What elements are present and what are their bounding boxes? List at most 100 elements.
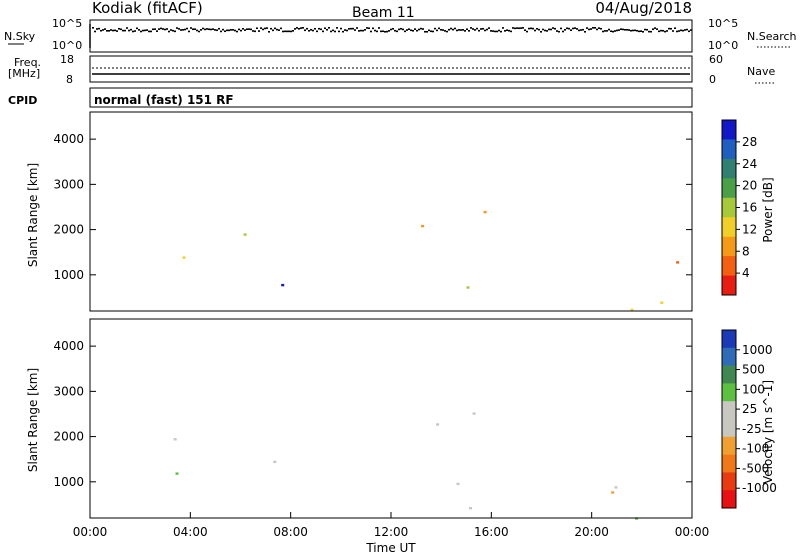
nsky-sample	[680, 29, 682, 32]
nsky-sample	[682, 29, 684, 32]
nsky-sample	[586, 27, 588, 29]
colorbar-tick-label: 28	[742, 135, 757, 149]
nsky-sample	[566, 27, 568, 30]
nsky-sample	[528, 27, 530, 30]
nsky-sample	[676, 30, 678, 33]
nsky-sample	[128, 29, 130, 32]
nsky-sample	[450, 27, 452, 30]
nsky-sample	[172, 29, 174, 32]
nsky-sample	[624, 28, 626, 31]
nsky-sample	[590, 28, 592, 30]
x-tick-label: 12:00	[374, 525, 409, 539]
nsky-sample	[292, 30, 294, 32]
nsky-sample	[602, 30, 604, 33]
nsky-sample	[548, 28, 550, 31]
nsky-sample	[656, 28, 658, 30]
nsky-sample	[524, 29, 526, 32]
nsky-sample	[468, 30, 470, 32]
colorbar-segment	[722, 436, 736, 456]
nsky-sample	[386, 30, 388, 33]
data-cell	[611, 491, 615, 494]
colorbar-tick-label: 16	[742, 201, 757, 215]
nsky-sample	[488, 27, 490, 29]
nsearch-label: N.Search	[747, 30, 797, 43]
nsky-sample	[618, 29, 620, 31]
nsky-sample	[184, 28, 186, 31]
nsky-sample	[376, 30, 378, 33]
colorbar-segment	[722, 472, 736, 491]
nsky-sample	[594, 27, 596, 29]
nsky-sample	[356, 27, 358, 29]
nsky-sample	[354, 29, 356, 31]
nsky-sample	[478, 29, 480, 32]
nsky-sample	[324, 27, 326, 30]
nsearch-tick-top: 10^5	[708, 17, 738, 30]
nsky-sample	[670, 27, 672, 30]
data-cell	[273, 460, 277, 464]
nsky-sample	[316, 30, 318, 33]
nsky-sample	[182, 29, 184, 31]
nsky-sample	[230, 29, 232, 31]
colorbar-tick-label: 25	[742, 402, 757, 416]
nsky-sample	[126, 27, 128, 29]
nsky-sample	[104, 28, 106, 30]
date-title: 04/Aug/2018	[595, 0, 692, 17]
nsky-sample	[168, 30, 170, 33]
nsky-sample	[314, 27, 316, 30]
nsky-sample	[180, 29, 182, 31]
x-axis-label: Time UT	[365, 541, 416, 554]
nsky-sample	[684, 29, 686, 31]
nsky-sample	[398, 28, 400, 31]
colorbar-segment	[722, 419, 736, 438]
freq-tick-top: 18	[60, 53, 74, 66]
nsky-sample	[218, 27, 220, 30]
nsky-sample	[108, 30, 110, 32]
nsky-sample	[644, 28, 646, 31]
nsky-sample	[328, 27, 330, 29]
nsky-sample	[546, 30, 548, 32]
nsky-sample	[392, 27, 394, 30]
colorbar-tick-label: 12	[742, 222, 757, 236]
data-cell	[243, 233, 247, 236]
nsky-sample	[502, 27, 504, 29]
nsky-sample	[342, 30, 344, 33]
nsky-sample	[270, 27, 272, 30]
nsky-sample	[532, 27, 534, 30]
nsky-sample	[430, 30, 432, 33]
nsky-sample	[666, 30, 668, 32]
nsky-tick-bottom: 10^0	[52, 39, 82, 52]
nsky-sample	[216, 29, 218, 32]
nsky-sample	[344, 29, 346, 31]
data-cell	[421, 224, 425, 228]
colorbar-segment	[722, 365, 736, 384]
nsky-sample	[498, 29, 500, 32]
nsky-sample	[294, 28, 296, 30]
nsky-sample	[226, 29, 228, 32]
nsky-sample	[124, 29, 126, 32]
velocity-panel: 1000 2000 3000 4000 Slant Range [km] 1000 50…	[26, 318, 777, 554]
nsky-sample	[260, 27, 262, 29]
nsky-sample	[194, 28, 196, 30]
nsky-sample	[672, 30, 674, 32]
nsky-sample	[426, 30, 428, 33]
y-tick-label: 4000	[53, 132, 84, 146]
y-tick-label: 3000	[53, 177, 84, 191]
data-cell	[281, 283, 285, 287]
nsky-sample	[642, 30, 644, 33]
nsky-sample	[534, 29, 536, 32]
nsky-sample	[366, 27, 368, 29]
nsky-sample	[632, 29, 634, 32]
data-cell	[676, 261, 680, 264]
nsky-sample	[162, 28, 164, 30]
nsky-sample	[608, 28, 610, 31]
nsky-sample	[394, 29, 396, 32]
nsky-sample	[296, 27, 298, 29]
colorbar-tick-label: -100	[742, 442, 769, 456]
colorbar-tick-label: -500	[742, 461, 769, 475]
cpid-label: CPID	[8, 94, 37, 107]
nsky-sample	[382, 30, 384, 33]
colorbar-segment	[722, 178, 736, 199]
data-cell	[182, 256, 186, 259]
nsky-sample	[312, 29, 314, 32]
colorbar-tick-label: -1000	[742, 481, 777, 495]
